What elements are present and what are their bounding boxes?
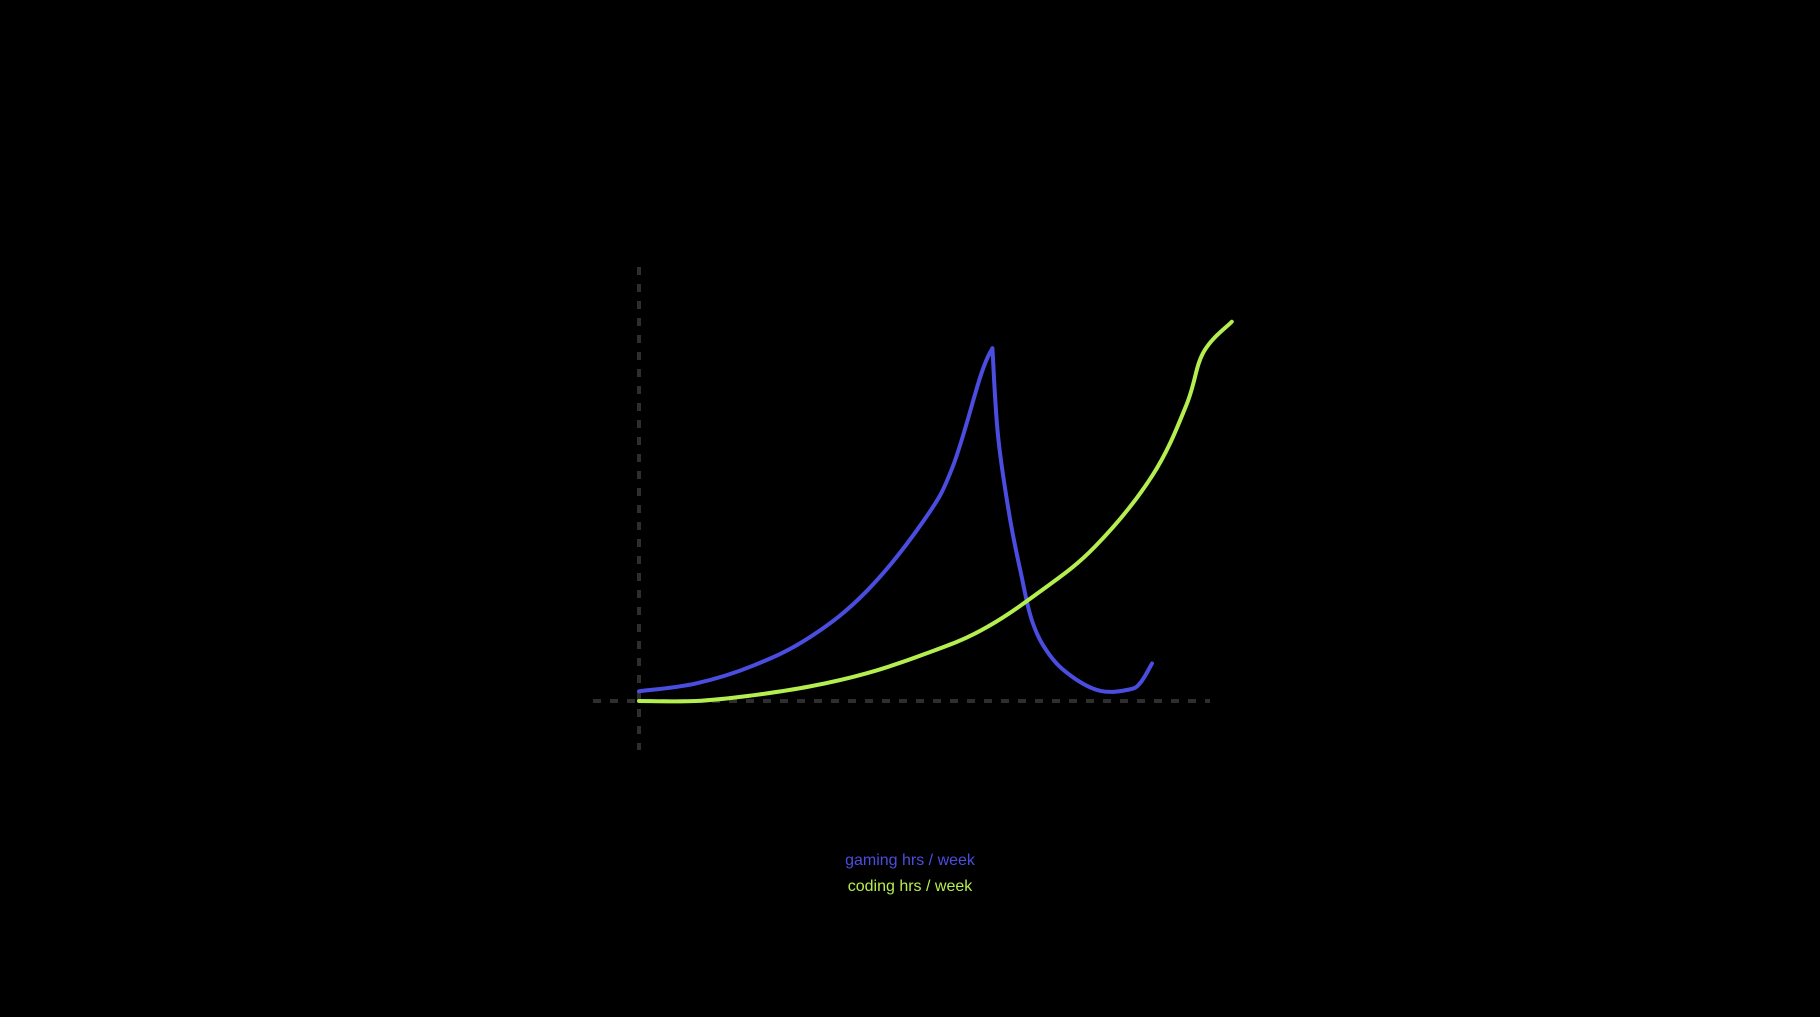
- series-line-gaming: [637, 346, 1154, 694]
- legend-item-coding: coding hrs / week: [847, 878, 973, 895]
- legend-item-gaming: gaming hrs / week: [845, 852, 975, 869]
- chart-legend: gaming hrs / week coding hrs / week: [0, 848, 1820, 900]
- chart-series-lines: [637, 319, 1234, 704]
- chart-axes: [593, 267, 1210, 750]
- series-line-coding: [637, 319, 1234, 704]
